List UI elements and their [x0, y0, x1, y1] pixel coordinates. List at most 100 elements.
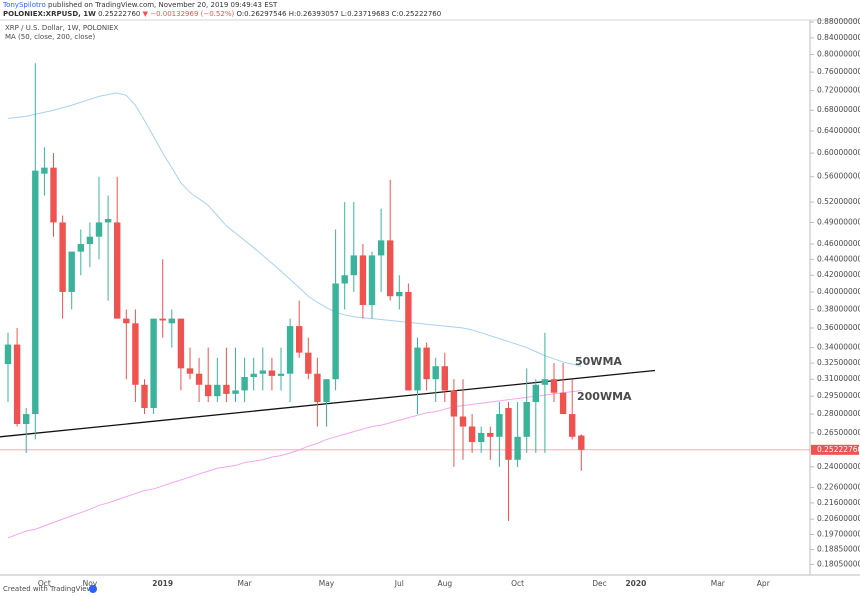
last-price: 0.25222760 [98, 10, 140, 18]
candle-body [487, 432, 494, 437]
candle-body [104, 218, 112, 223]
y-tick-label: 0.19700000 [817, 529, 860, 538]
x-tick-label: May [319, 579, 335, 588]
candle-body [250, 373, 257, 378]
candle-body [241, 377, 248, 391]
series-label: 50WMA [575, 355, 622, 368]
candle-body [514, 436, 521, 460]
last-price-tag [811, 444, 859, 455]
x-tick-label: Mar [238, 579, 253, 588]
candle-body [523, 402, 530, 437]
published: published on TradingView.com, November 2… [48, 1, 278, 9]
candle-body [277, 373, 285, 376]
y-tick-label: 0.24000000 [817, 462, 860, 471]
candle-body [323, 379, 330, 403]
candle-body [341, 275, 348, 284]
y-tick-label: 0.68000000 [817, 105, 860, 114]
moving-average [7, 389, 582, 539]
x-tick-label: 2019 [152, 579, 173, 588]
candle-body [359, 255, 367, 306]
footer: Created with TradingView [3, 585, 97, 593]
candle-body [159, 318, 166, 321]
candle-body [223, 384, 230, 394]
candle-body [505, 407, 512, 460]
candle-body [95, 222, 103, 237]
y-tick-label: 0.18050000 [817, 559, 860, 568]
candle-body [168, 318, 175, 324]
candle-body [459, 416, 467, 427]
candle-body [441, 366, 448, 391]
author[interactable]: TonySpilotro [2, 1, 46, 9]
candle-body [286, 326, 294, 374]
y-tick-label: 0.40000000 [817, 287, 860, 296]
candle-body [68, 251, 75, 292]
indicator-label: MA (50, close, 200, close) [5, 33, 95, 41]
candle-body [177, 318, 185, 369]
candle-body [541, 379, 549, 385]
y-tick-label: 0.32500000 [817, 358, 860, 367]
candle-body [377, 240, 385, 256]
y-tick-label: 0.46000000 [817, 239, 860, 248]
y-tick-label: 0.72000000 [817, 86, 860, 95]
y-tick-label: 0.36000000 [817, 323, 860, 332]
candle-body [205, 384, 212, 397]
ohlc: O:0.26297546 H:0.26393057 L:0.23719683 C… [236, 10, 441, 18]
candle-body [468, 426, 476, 443]
change-arrow: ▼ [143, 10, 149, 18]
y-tick-label: 0.64000000 [817, 126, 860, 135]
candle-body [550, 379, 558, 393]
y-tick-label: 0.44000000 [817, 254, 860, 263]
y-tick-label: 0.38000000 [817, 304, 860, 313]
x-tick-label: Mar [711, 579, 726, 588]
candle-body [86, 236, 94, 245]
candle-body [59, 222, 66, 292]
candle-body [41, 167, 48, 174]
footer-text: Created with TradingView [3, 585, 93, 593]
y-tick-label: 0.34000000 [817, 343, 860, 352]
candle-body [141, 384, 148, 408]
candle-body [569, 414, 576, 437]
x-tick-label: 2020 [625, 579, 646, 588]
y-tick-label: 0.80000000 [817, 50, 860, 59]
candle-body [195, 373, 203, 385]
candle-body [496, 414, 503, 437]
candle-body [132, 323, 139, 385]
x-tick-label: Nov [83, 579, 98, 588]
y-tick-label: 0.42000000 [817, 270, 860, 279]
candle-body [396, 291, 403, 297]
candle-body [4, 344, 12, 365]
x-tick-label: Oct [511, 579, 524, 588]
y-tick-label: 0.84000000 [817, 33, 860, 42]
y-tick-label: 0.52000000 [817, 197, 860, 206]
candle-body [186, 368, 194, 374]
candle-body [559, 392, 567, 415]
moving-average [7, 92, 582, 367]
candle-body [405, 291, 412, 391]
y-tick-label: 0.28000000 [817, 409, 860, 418]
y-tick-label: 0.20600000 [817, 514, 860, 523]
candle-body [123, 318, 130, 324]
y-tick-label: 0.31000000 [817, 374, 860, 383]
header-line: TonySpilotro published on TradingView.co… [2, 1, 278, 9]
candle-body [232, 390, 239, 394]
candle-body [532, 384, 539, 403]
candle-body [296, 326, 303, 353]
symbol: POLONIEX:XRPUSD, 1W [3, 10, 96, 18]
y-tick-label: 0.49000000 [817, 217, 860, 226]
last-price-label: 0.25222760 [817, 445, 860, 454]
candle-body [214, 384, 221, 397]
x-tick-label: Oct [38, 579, 51, 588]
candle-body [23, 414, 30, 424]
candle-body [387, 240, 394, 297]
candle-body [259, 370, 266, 374]
x-tick-label: Dec [592, 579, 607, 588]
candle-body [332, 283, 339, 380]
change: −0.00132969 (−0.52%) [150, 10, 234, 18]
candle-body [77, 244, 84, 252]
y-tick-label: 0.56000000 [817, 172, 860, 181]
chart-title: XRP / U.S. Dollar, 1W, POLONIEX [5, 24, 119, 32]
candle-body [423, 347, 430, 380]
series-label: 200WMA [577, 390, 632, 403]
